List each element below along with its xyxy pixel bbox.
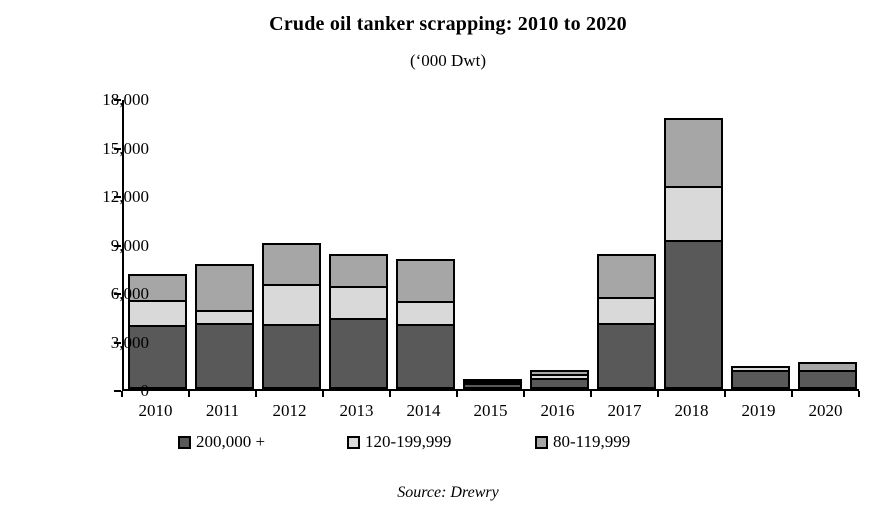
- bar-2020: [798, 361, 857, 389]
- x-axis-tick: [456, 391, 458, 397]
- x-axis-tick: [255, 391, 257, 397]
- y-axis-label: 18,000: [102, 90, 149, 109]
- bar-2015: [463, 378, 522, 389]
- x-axis-tick: [724, 391, 726, 397]
- x-axis-label: 2016: [540, 401, 575, 420]
- y-axis-label: 9,000: [110, 235, 149, 255]
- bar-2013-segment: [329, 317, 388, 389]
- x-axis-label: 2014: [406, 401, 441, 420]
- bar-2019: [731, 365, 790, 389]
- bar-2018: [664, 118, 723, 389]
- bar-2012-segment: [262, 324, 321, 389]
- y-axis-tick: [114, 99, 121, 101]
- bar-2020-segment: [798, 370, 857, 389]
- bar-2016: [530, 370, 589, 389]
- y-axis-label: 15,000: [102, 138, 149, 158]
- bar-2013-segment: [329, 254, 388, 288]
- bar-2017-segment: [597, 297, 656, 325]
- legend: 200,000 + 120-199,999 80-119,999: [0, 432, 896, 456]
- bar-2018-segment: [664, 240, 723, 389]
- bar-2014-segment: [396, 323, 455, 389]
- x-axis-label: 2012: [272, 401, 307, 420]
- y-axis-label: 6,000: [110, 284, 149, 303]
- bar-2012: [262, 242, 321, 389]
- chart-title: Crude oil tanker scrapping: 2010 to 2020: [269, 13, 627, 35]
- bar-2017-segment: [597, 322, 656, 389]
- legend-swatch: [347, 435, 360, 449]
- y-axis-label: 3,000: [110, 332, 149, 352]
- bar-2011: [195, 263, 254, 389]
- bar-2014-segment: [396, 258, 455, 304]
- x-axis-tick: [322, 391, 324, 397]
- chart-subtitle: (‘000 Dwt): [409, 51, 486, 70]
- legend-item: 120-199,999: [347, 432, 451, 452]
- x-axis-label: 2015: [473, 401, 508, 420]
- x-axis-label: 2013: [339, 401, 374, 420]
- x-axis-label: 2011: [205, 401, 240, 420]
- y-axis-tick: [114, 390, 121, 392]
- bar-2018-segment: [664, 185, 723, 243]
- legend-label: 200,000 +: [196, 432, 266, 451]
- x-axis-tick: [791, 391, 793, 397]
- source-note: Source: Drewry: [397, 484, 499, 501]
- bar-2010: [128, 274, 187, 389]
- y-axis-label: 0: [140, 381, 150, 400]
- x-axis-label: 2017: [607, 401, 642, 420]
- x-axis-label: 2020: [808, 401, 843, 420]
- x-axis-label: 2010: [138, 401, 173, 420]
- bar-2014: [396, 258, 455, 389]
- x-axis-tick: [858, 391, 860, 397]
- bar-2019-segment: [731, 370, 790, 389]
- x-axis-label: 2019: [741, 401, 776, 420]
- bar-2017: [597, 253, 656, 389]
- x-axis-tick: [389, 391, 391, 397]
- legend-swatch: [178, 435, 191, 449]
- x-axis-tick: [657, 391, 659, 397]
- bar-2017-segment: [597, 253, 656, 300]
- legend-swatch: [535, 435, 548, 449]
- bar-2012-segment: [262, 242, 321, 286]
- y-axis-tick: [114, 196, 121, 198]
- legend-item: 80-119,999: [535, 432, 630, 452]
- y-axis-tick: [114, 341, 121, 344]
- bar-2015-segment: [463, 382, 522, 389]
- x-axis-tick: [121, 391, 123, 397]
- bar-2018-segment: [664, 118, 723, 188]
- bar-2010-segment: [128, 299, 187, 328]
- legend-label: 80-119,999: [553, 432, 631, 451]
- bar-2013: [329, 254, 388, 389]
- bar-2016-segment: [530, 377, 589, 389]
- bar-2012-segment: [262, 283, 321, 327]
- y-axis-tick: [114, 147, 121, 150]
- bar-2014-segment: [396, 301, 455, 326]
- y-axis-tick: [114, 293, 121, 295]
- x-axis-tick: [188, 391, 190, 397]
- bar-2011-segment: [195, 322, 254, 389]
- x-axis-label: 2018: [674, 401, 709, 420]
- bar-2010-segment: [128, 325, 187, 389]
- y-axis-tick: [114, 244, 121, 247]
- y-axis-label: 12,000: [102, 187, 149, 206]
- x-axis-tick: [523, 391, 525, 397]
- legend-label: 120-199,999: [365, 432, 452, 451]
- plot-area: [122, 100, 859, 391]
- legend-item: 200,000 +: [178, 432, 265, 452]
- bar-2011-segment: [195, 263, 254, 313]
- bar-2013-segment: [329, 285, 388, 320]
- x-axis-tick: [590, 391, 592, 397]
